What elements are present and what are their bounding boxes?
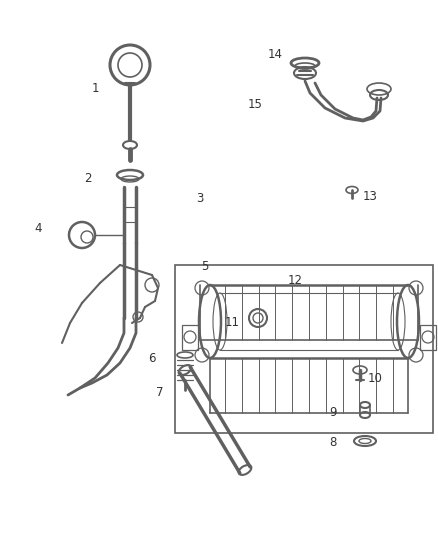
Text: 8: 8: [329, 437, 337, 449]
Text: 9: 9: [329, 407, 337, 419]
Text: 4: 4: [34, 222, 42, 235]
Text: 1: 1: [91, 82, 99, 94]
Text: 5: 5: [201, 260, 208, 272]
Text: 12: 12: [287, 274, 303, 287]
Text: 10: 10: [367, 372, 382, 384]
Bar: [175, 265, 433, 433]
Text: 14: 14: [268, 49, 283, 61]
Text: 2: 2: [84, 172, 92, 184]
Text: 15: 15: [247, 99, 262, 111]
Text: 3: 3: [196, 191, 204, 205]
Text: 7: 7: [156, 386, 164, 400]
Text: 13: 13: [363, 190, 378, 203]
Text: 11: 11: [225, 317, 240, 329]
Text: 6: 6: [148, 351, 156, 365]
